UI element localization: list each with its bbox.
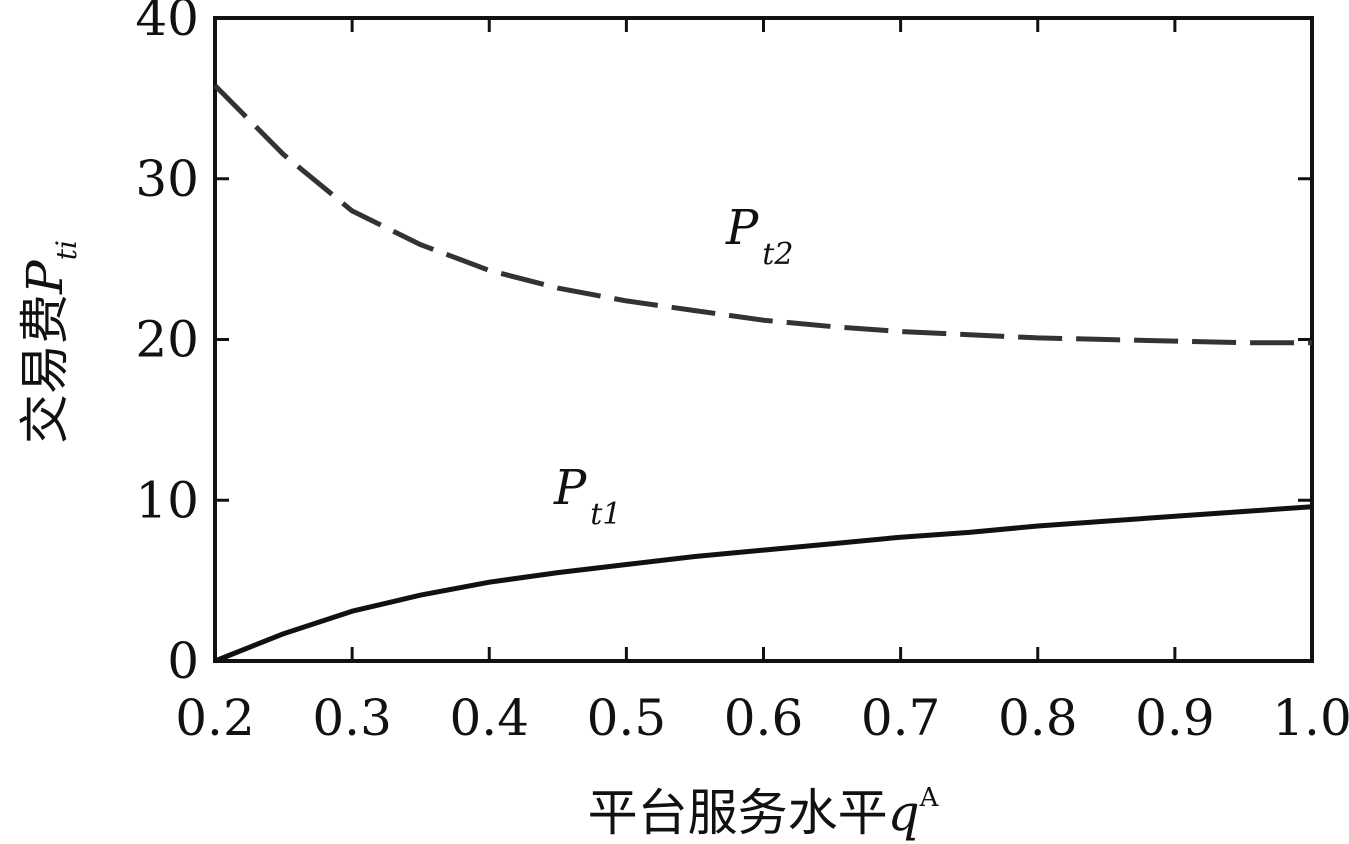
x-tick-label: 0.3 [312, 689, 392, 747]
x-tick-label: 0.7 [861, 689, 941, 747]
x-tick-label: 1.0 [1272, 689, 1349, 747]
y-tick-label: 20 [135, 311, 199, 369]
x-tick-label: 0.8 [998, 689, 1078, 747]
plot-area: 0.2 0.3 0.4 0.5 0.6 0.7 0.8 0.9 1.0 0 10 20 30 40 [135, 0, 1349, 747]
series-line-t1 [214, 504, 1313, 664]
y-tick-label: 10 [135, 471, 199, 529]
y-tick-label: 40 [135, 0, 199, 47]
x-tick-label: 0.6 [724, 689, 804, 747]
series-line-t2 [213, 83, 1312, 346]
x-tick-label: 0.2 [175, 689, 255, 747]
y-axis-ticks: 0 10 20 30 40 [135, 0, 1312, 690]
x-tick-label: 0.5 [587, 689, 667, 747]
y-axis-title: 交易费Pti [16, 240, 83, 444]
x-axis-ticks: 0.2 0.3 0.4 0.5 0.6 0.7 0.8 0.9 1.0 [175, 18, 1349, 747]
x-axis-title: 平台服务水平qA [588, 783, 940, 842]
x-tick-label: 0.9 [1135, 689, 1215, 747]
x-tick-label: 0.4 [449, 689, 529, 747]
y-tick-label: 0 [167, 632, 199, 690]
series-layer [213, 83, 1313, 664]
y-tick-label: 30 [135, 150, 199, 208]
